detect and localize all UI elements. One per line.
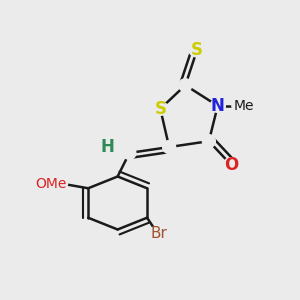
Text: N: N (211, 97, 225, 115)
Ellipse shape (100, 141, 114, 154)
Text: S: S (191, 41, 203, 59)
Text: OMe: OMe (36, 177, 67, 191)
Ellipse shape (152, 102, 169, 115)
Ellipse shape (179, 79, 192, 92)
Text: H: H (100, 138, 114, 156)
Text: O: O (224, 156, 238, 174)
Ellipse shape (223, 158, 238, 172)
Ellipse shape (123, 146, 136, 159)
Text: Br: Br (150, 226, 167, 242)
Text: Me: Me (234, 99, 254, 113)
Ellipse shape (202, 135, 215, 148)
Ellipse shape (163, 141, 176, 154)
Ellipse shape (189, 43, 206, 57)
Ellipse shape (35, 177, 68, 191)
Ellipse shape (232, 99, 256, 112)
Text: S: S (154, 100, 166, 118)
Ellipse shape (210, 99, 225, 112)
Ellipse shape (146, 227, 171, 241)
